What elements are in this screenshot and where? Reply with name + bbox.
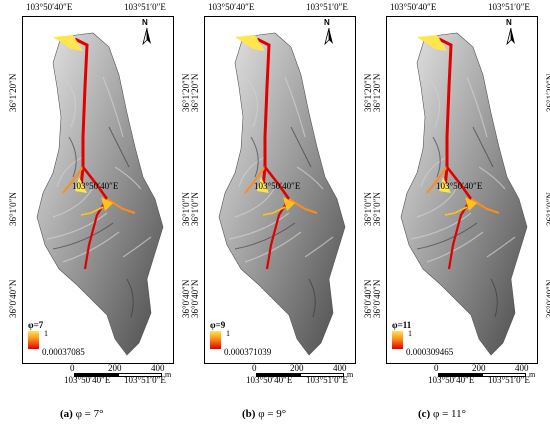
- catchment-map: [400, 32, 528, 356]
- legend-max: 1: [408, 329, 412, 338]
- terrain-ridges: [228, 76, 334, 263]
- longitude-label-bottom-left: 103°50′40″E: [428, 375, 475, 385]
- caption-letter: (a): [60, 408, 73, 420]
- scale-unit: m: [165, 370, 172, 379]
- caption-text: φ = 11°: [430, 408, 467, 420]
- longitude-label-mid: 103°50′40″E: [254, 181, 301, 191]
- scale-label-400: 400: [333, 363, 347, 373]
- caption-b: (b) φ = 9°: [242, 408, 286, 420]
- longitude-label-top-right: 103°51′0″E: [124, 2, 166, 12]
- legend-color-ramp: [392, 331, 403, 349]
- terrain-ridges: [46, 76, 152, 263]
- caption-letter: (c): [418, 408, 431, 420]
- longitude-label-bottom-right: 103°51′0″E: [124, 375, 166, 385]
- longitude-label-bottom-right: 103°51′0″E: [306, 375, 348, 385]
- scale-unit: m: [529, 370, 536, 379]
- legend-title: φ=9: [210, 320, 226, 330]
- scale-label-200: 200: [108, 363, 122, 373]
- scale-bar: [74, 373, 162, 377]
- scale-bar: [438, 373, 526, 377]
- map-panel-c: 103°50′40″E 103°51′0″E 103°50′40″E 103°5…: [370, 0, 550, 385]
- caption-text: φ = 7°: [72, 408, 104, 420]
- map-frame: [22, 16, 174, 364]
- legend-title: φ=11: [392, 320, 412, 330]
- caption-text: φ = 9°: [255, 408, 287, 420]
- caption-letter: (b): [242, 408, 256, 420]
- longitude-label-top-left: 103°50′40″E: [208, 2, 255, 12]
- longitude-label-top-right: 103°51′0″E: [488, 2, 530, 12]
- terrain-ridges: [410, 76, 516, 263]
- north-arrow-icon: [142, 27, 151, 46]
- scale-unit: m: [347, 370, 354, 379]
- north-arrow-icon: [324, 27, 333, 46]
- longitude-label-bottom-left: 103°50′40″E: [64, 375, 111, 385]
- terrain-valleys: [234, 126, 316, 318]
- catchment-map: [218, 32, 346, 356]
- longitude-label-top-left: 103°50′40″E: [390, 2, 437, 12]
- catchment-area: [218, 32, 346, 356]
- legend-min: 0.00037085: [42, 347, 85, 357]
- caption-a: (a) φ = 7°: [60, 408, 104, 420]
- catchment-area: [36, 32, 164, 356]
- longitude-label-mid: 103°50′40″E: [72, 181, 119, 191]
- legend-color-ramp: [28, 331, 39, 349]
- latitude-label-left-3: 36°0′40″N: [372, 279, 382, 318]
- latitude-label-right-2: 36°1′0″N: [545, 192, 550, 226]
- north-label: N: [324, 18, 330, 27]
- map-panel-b: 103°50′40″E 103°51′0″E 103°50′40″E 103°5…: [188, 0, 373, 385]
- flow-accumulation: [417, 35, 500, 270]
- catchment-area: [400, 32, 528, 356]
- north-arrow-icon: [506, 27, 515, 46]
- caption-c: (c) φ = 11°: [418, 408, 466, 420]
- legend-title: φ=7: [28, 320, 44, 330]
- scale-label-0: 0: [252, 363, 257, 373]
- latitude-label-right-3: 36°0′40″N: [545, 279, 550, 318]
- longitude-label-bottom-right: 103°51′0″E: [488, 375, 530, 385]
- scale-label-200: 200: [290, 363, 304, 373]
- latitude-label-left-1: 36°1′20″N: [8, 73, 18, 112]
- north-label: N: [506, 18, 512, 27]
- scale-label-400: 400: [151, 363, 165, 373]
- scale-label-400: 400: [515, 363, 529, 373]
- latitude-label-left-2: 36°1′0″N: [8, 192, 18, 226]
- scale-label-0: 0: [434, 363, 439, 373]
- longitude-label-bottom-left: 103°50′40″E: [246, 375, 293, 385]
- legend-max: 1: [44, 329, 48, 338]
- latitude-label-right-1: 36°1′20″N: [545, 73, 550, 112]
- flow-accumulation: [53, 35, 136, 270]
- map-frame: [386, 16, 538, 364]
- longitude-label-top-left: 103°50′40″E: [26, 2, 73, 12]
- legend-max: 1: [226, 329, 230, 338]
- latitude-label-left-2: 36°1′0″N: [372, 192, 382, 226]
- map-frame: [204, 16, 356, 364]
- longitude-label-mid: 103°50′40″E: [436, 181, 483, 191]
- catchment-map: [36, 32, 164, 356]
- latitude-label-left-3: 36°0′40″N: [190, 279, 200, 318]
- north-label: N: [142, 18, 148, 27]
- terrain-valleys: [416, 126, 498, 318]
- latitude-label-left-1: 36°1′20″N: [372, 73, 382, 112]
- flow-accumulation: [235, 35, 318, 270]
- latitude-label-left-3: 36°0′40″N: [8, 279, 18, 318]
- longitude-label-top-right: 103°51′0″E: [306, 2, 348, 12]
- legend-min: 0.000371039: [224, 347, 272, 357]
- map-panel-a: 103°50′40″E 103°51′0″E 103°50′40″E 103°5…: [6, 0, 191, 385]
- legend-color-ramp: [210, 331, 221, 349]
- latitude-label-left-2: 36°1′0″N: [190, 192, 200, 226]
- scale-bar: [256, 373, 344, 377]
- scale-label-200: 200: [472, 363, 486, 373]
- scale-label-0: 0: [70, 363, 75, 373]
- legend-min: 0.000309465: [406, 347, 454, 357]
- terrain-valleys: [52, 126, 134, 318]
- latitude-label-left-1: 36°1′20″N: [190, 73, 200, 112]
